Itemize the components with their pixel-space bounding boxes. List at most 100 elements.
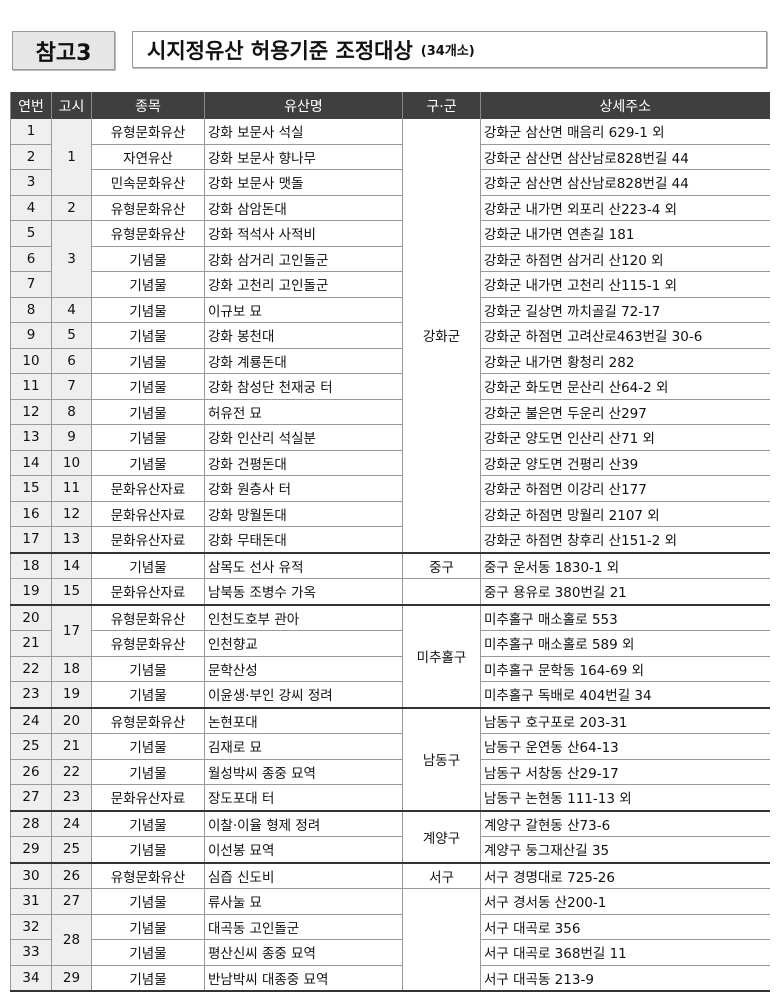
cell-notice: 14	[51, 551, 92, 579]
cell-no: 28	[10, 809, 52, 837]
cell-no: 33	[10, 939, 52, 966]
cell-notice: 9	[51, 424, 92, 451]
col-header-category: 종목	[91, 92, 205, 119]
cell-no: 25	[10, 733, 52, 760]
cell-no: 18	[10, 551, 52, 579]
table-row: 32 28 기념물 대곡동 고인돌군 서구 대곡로 356	[10, 914, 770, 966]
table-row: 5 3 유형문화유산 강화 적석사 사적비 강화군 내가면 연촌길 181	[10, 220, 770, 298]
cell-category: 기념물	[91, 373, 205, 400]
cell-name: 반남박씨 대종중 묘역	[204, 965, 403, 992]
cell-no: 22	[10, 656, 52, 682]
cell-notice: 5	[51, 322, 92, 349]
cell-name: 강화 보문사 맷돌	[204, 169, 403, 196]
cell-category: 문화유산자료	[91, 784, 205, 811]
table-row: 15 11 문화유산자료 강화 원층사 터 강화군 하점면 이강리 산177	[10, 475, 770, 502]
cell-address: 강화군 삼산면 삼산남로828번길 44	[480, 169, 770, 196]
cell-name: 장도포대 터	[204, 784, 403, 811]
cell-notice: 20	[51, 706, 92, 734]
cell-notice: 12	[51, 501, 92, 527]
cell-address: 강화군 길상면 까치골길 72-17	[480, 297, 770, 323]
col-header-address: 상세주소	[480, 92, 770, 119]
cell-notice: 17	[51, 603, 92, 657]
cell-notice: 11	[51, 475, 92, 502]
cell-category: 기념물	[91, 424, 205, 451]
cell-no: 6	[10, 246, 52, 272]
cell-address: 서구 대곡로 356	[480, 914, 770, 940]
cell-category: 기념물	[91, 656, 205, 682]
cell-address: 강화군 양도면 건평리 산39	[480, 450, 770, 476]
cell-category: 기념물	[91, 348, 205, 374]
table-row: 4 2 유형문화유산 강화 삼암돈대 강화군 내가면 외포리 산223-4 외	[10, 195, 770, 221]
cell-category: 기념물	[91, 914, 205, 940]
cell-no: 29	[10, 836, 52, 863]
cell-name: 삼목도 선사 유적	[204, 551, 403, 579]
cell-no: 20	[10, 603, 52, 631]
cell-name: 논현포대	[204, 706, 403, 734]
table-row: 19 15 문화유산자료 남북동 조병수 가옥 중구 용유로 380번길 21	[10, 578, 770, 605]
cell-district: 강화군	[402, 119, 481, 553]
cell-notice: 18	[51, 656, 92, 682]
cell-address: 남동구 운연동 산64-13	[480, 733, 770, 760]
cell-category: 유형문화유산	[91, 195, 205, 221]
cell-address: 강화군 하점면 삼거리 산120 외	[480, 246, 770, 272]
cell-no: 21	[10, 630, 52, 657]
cell-name: 류사눌 묘	[204, 888, 403, 915]
cell-address: 계양구 둥그재산길 35	[480, 836, 770, 863]
table-row: 22 18 기념물 문학산성 미추홀구 문학동 164-69 외	[10, 656, 770, 682]
cell-no: 5	[10, 220, 52, 247]
cell-category: 유형문화유산	[91, 220, 205, 247]
cell-no: 27	[10, 784, 52, 811]
cell-address: 남동구 논현동 111-13 외	[480, 784, 770, 811]
cell-district	[402, 888, 481, 992]
cell-no: 30	[10, 861, 52, 889]
table-row: 9 5 기념물 강화 봉천대 강화군 하점면 고려산로463번길 30-6	[10, 322, 770, 349]
cell-name: 문학산성	[204, 656, 403, 682]
cell-notice: 13	[51, 526, 92, 553]
cell-category: 기념물	[91, 399, 205, 425]
cell-name: 이규보 묘	[204, 297, 403, 323]
title-text: 시지정유산 허용기준 조정대상	[147, 38, 413, 63]
table-row: 30 26 유형문화유산 심즙 신도비 서구 서구 경명대로 725-26	[10, 861, 770, 889]
table-row: 8 4 기념물 이규보 묘 강화군 길상면 까치골길 72-17	[10, 297, 770, 323]
cell-district	[402, 578, 481, 605]
cell-category: 문화유산자료	[91, 501, 205, 527]
table-row: 31 27 기념물 류사눌 묘 서구 경서동 산200-1	[10, 888, 770, 992]
cell-no: 1	[10, 119, 52, 145]
cell-category: 기념물	[91, 759, 205, 785]
cell-notice: 22	[51, 759, 92, 785]
cell-name: 강화 봉천대	[204, 322, 403, 349]
cell-address: 계양구 갈현동 산73-6	[480, 809, 770, 837]
cell-category: 기념물	[91, 809, 205, 837]
cell-category: 기념물	[91, 681, 205, 708]
cell-address: 미추홀구 독배로 404번길 34	[480, 681, 770, 708]
cell-address: 강화군 양도면 인산리 산71 외	[480, 424, 770, 451]
cell-name: 평산신씨 종중 묘역	[204, 939, 403, 966]
cell-notice: 28	[51, 914, 92, 966]
cell-no: 31	[10, 888, 52, 915]
cell-category: 유형문화유산	[91, 119, 205, 145]
cell-notice: 3	[51, 220, 92, 298]
cell-address: 강화군 내가면 외포리 산223-4 외	[480, 195, 770, 221]
cell-category: 유형문화유산	[91, 630, 205, 657]
cell-address: 중구 용유로 380번길 21	[480, 578, 770, 605]
cell-address: 미추홀구 매소홀로 589 외	[480, 630, 770, 657]
cell-address: 강화군 화도면 문산리 산64-2 외	[480, 373, 770, 400]
cell-category: 기념물	[91, 450, 205, 476]
cell-notice: 8	[51, 399, 92, 425]
cell-notice: 10	[51, 450, 92, 476]
cell-no: 19	[10, 578, 52, 605]
cell-no: 8	[10, 297, 52, 323]
cell-name: 강화 삼암돈대	[204, 195, 403, 221]
table-row: 26 22 기념물 월성박씨 종중 묘역 남동구 서창동 산29-17	[10, 759, 770, 785]
cell-name: 인천도호부 관아	[204, 603, 403, 631]
table-row: 14 10 기념물 강화 건평돈대 강화군 양도면 건평리 산39	[10, 450, 770, 476]
table-row: 16 12 문화유산자료 강화 망월돈대 강화군 하점면 망월리 2107 외	[10, 501, 770, 527]
cell-category: 기념물	[91, 939, 205, 966]
cell-no: 12	[10, 399, 52, 425]
cell-notice: 15	[51, 578, 92, 605]
cell-address: 남동구 호구포로 203-31	[480, 706, 770, 734]
cell-name: 강화 고천리 고인돌군	[204, 271, 403, 298]
table-row: 34 29 기념물 반남박씨 대종중 묘역 서구 대곡동 213-9	[10, 965, 770, 992]
cell-address: 강화군 하점면 이강리 산177	[480, 475, 770, 502]
col-header-district: 구·군	[402, 92, 481, 119]
